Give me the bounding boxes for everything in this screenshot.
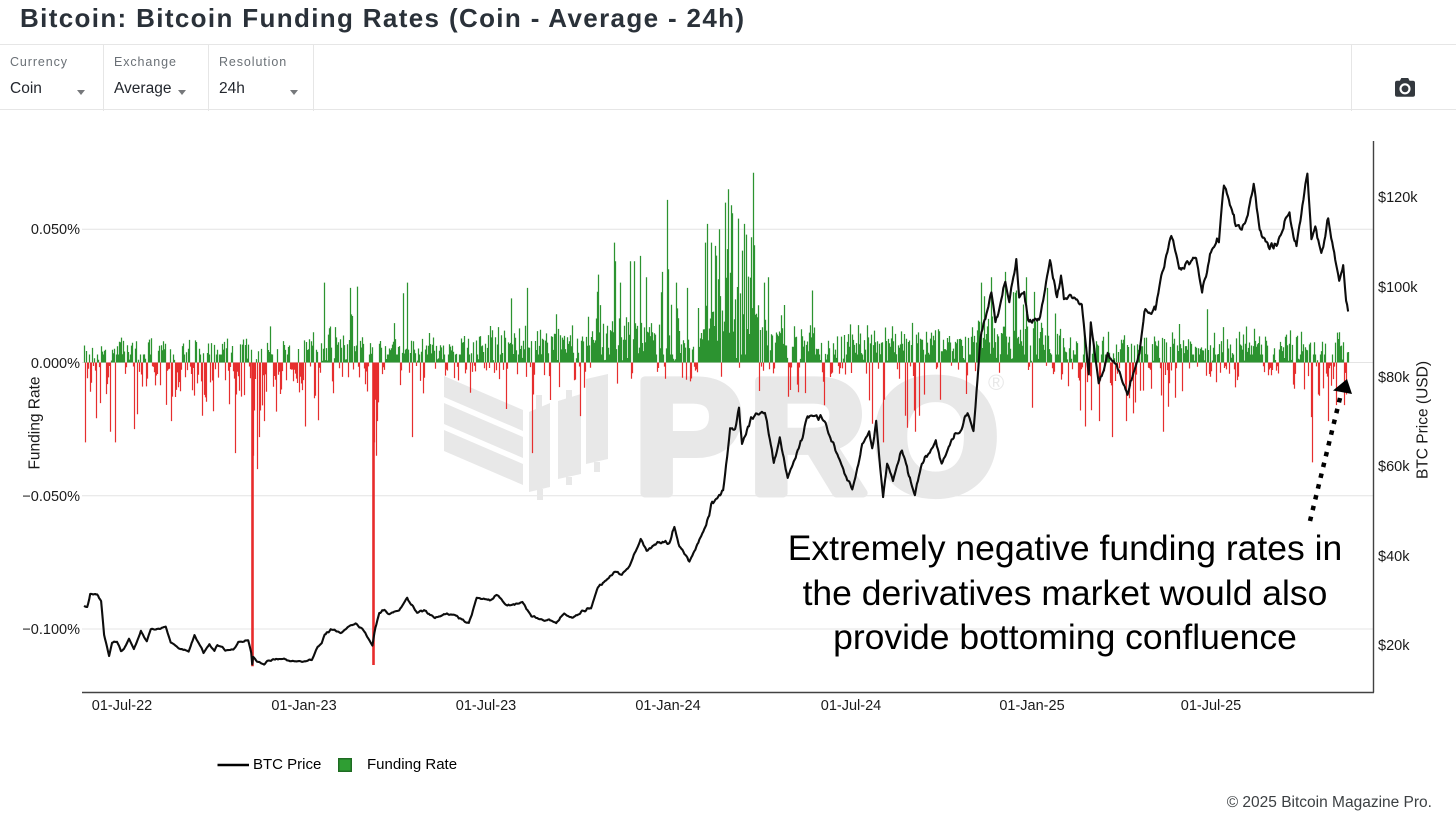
svg-text:®: ® [988,370,1004,395]
svg-text:PRO: PRO [634,345,1005,528]
